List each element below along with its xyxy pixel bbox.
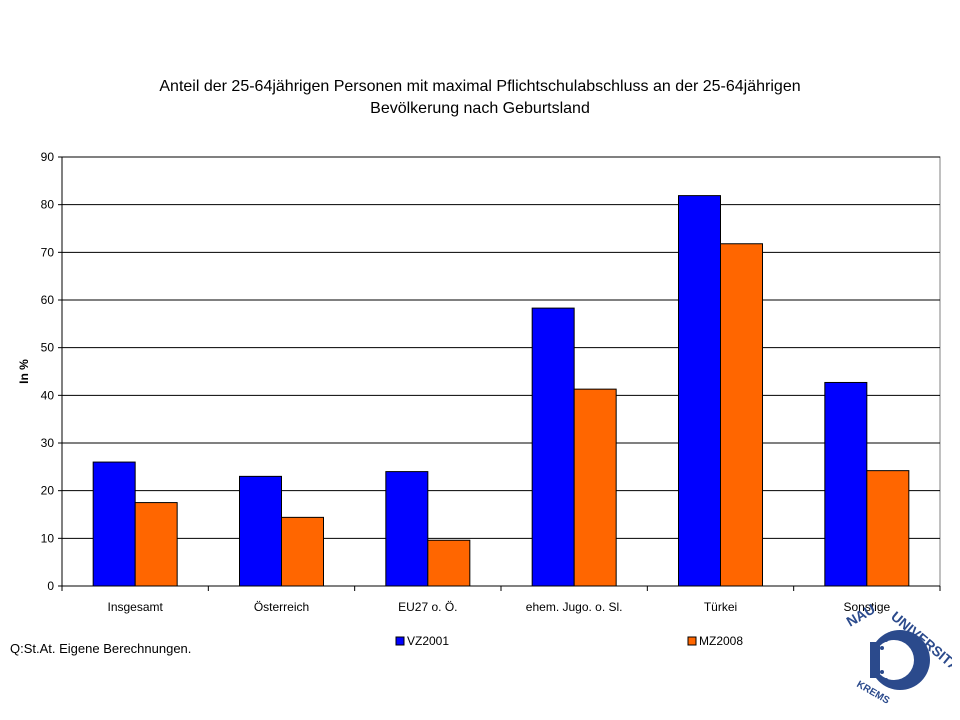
y-tick-label: 10: [41, 531, 55, 545]
university-logo: NAU UNIVERSITÄT KREMS: [844, 602, 953, 707]
y-tick-label: 0: [47, 579, 54, 593]
logo-emblem: [870, 630, 930, 690]
y-tick-label: 80: [41, 198, 55, 212]
y-tick-label: 90: [41, 150, 55, 164]
bar-mz2008-0: [134, 502, 178, 587]
x-tick-label: Insgesamt: [107, 600, 163, 614]
y-axis-label: In %: [17, 359, 31, 384]
x-tick-label: Türkei: [704, 600, 737, 614]
bar-mz2008-5: [866, 470, 910, 587]
bar-mz2008-3: [573, 388, 617, 587]
bar-vz2001-2: [385, 471, 429, 587]
bar-vz2001-4: [678, 195, 721, 587]
plot-area: [61, 156, 941, 587]
chart-title-line-2: Bevölkerung nach Geburtsland: [370, 100, 590, 117]
bar-vz2001-1: [239, 475, 282, 587]
legend-label-vz2001: VZ2001: [407, 634, 449, 648]
chart-title-line-1: Anteil der 25-64jährigen Personen mit ma…: [159, 78, 801, 95]
bar-vz2001-3: [531, 307, 575, 587]
bar-mz2008-1: [281, 516, 324, 587]
legend-swatch-mz2008: [687, 636, 697, 646]
source-note: Q:St.At. Eigene Berechnungen.: [10, 641, 192, 656]
y-tick-label: 60: [41, 293, 55, 307]
y-tick-label: 20: [41, 484, 55, 498]
bar-mz2008-2: [427, 539, 471, 587]
x-tick-label: EU27 o. Ö.: [398, 600, 457, 614]
legend-swatch-vz2001: [395, 636, 405, 646]
y-tick-label: 30: [41, 436, 55, 450]
y-tick-label: 40: [41, 388, 55, 402]
y-tick-label: 50: [41, 341, 55, 355]
legend-label-mz2008: MZ2008: [699, 634, 743, 648]
x-tick-label: ehem. Jugo. o. Sl.: [526, 600, 623, 614]
y-tick-label: 70: [41, 245, 55, 259]
bar-vz2001-0: [92, 461, 136, 587]
logo-text-left: NAU: [844, 602, 878, 630]
bar-mz2008-4: [720, 243, 763, 587]
x-tick-label: Österreich: [254, 600, 309, 614]
bar-vz2001-5: [824, 381, 868, 587]
x-tick-label: Sonstige: [843, 600, 890, 614]
